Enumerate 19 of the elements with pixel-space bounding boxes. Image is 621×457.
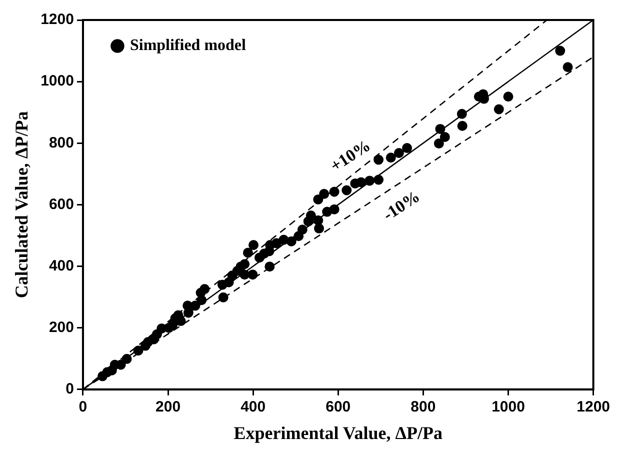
x-tick-label: 800 [410, 398, 436, 416]
x-tick-label: 400 [240, 398, 266, 416]
y-tick-label: 200 [48, 318, 74, 336]
x-tick-label: 0 [78, 398, 88, 416]
y-tick-label: 600 [48, 196, 74, 213]
y-axis-title: Calculated Value, ΔP/Pa [11, 111, 32, 298]
x-tick-label: 1200 [576, 398, 610, 416]
x-axis-title: Experimental Value, ΔP/Pa [234, 422, 443, 443]
y-tick-label: 1000 [40, 72, 74, 90]
y-tick-label: 800 [48, 134, 74, 152]
annotation: -10% [380, 186, 424, 224]
x-tick-label: 200 [156, 398, 181, 416]
y-tick-label: 0 [66, 380, 74, 398]
x-tick-label: 600 [326, 398, 351, 416]
y-tick-label: 1200 [40, 11, 74, 28]
x-tick-label: 1000 [492, 398, 525, 416]
y-tick-label: 400 [48, 257, 74, 274]
annotation: +10% [326, 136, 374, 176]
legend-label: Simplified model [130, 37, 247, 54]
